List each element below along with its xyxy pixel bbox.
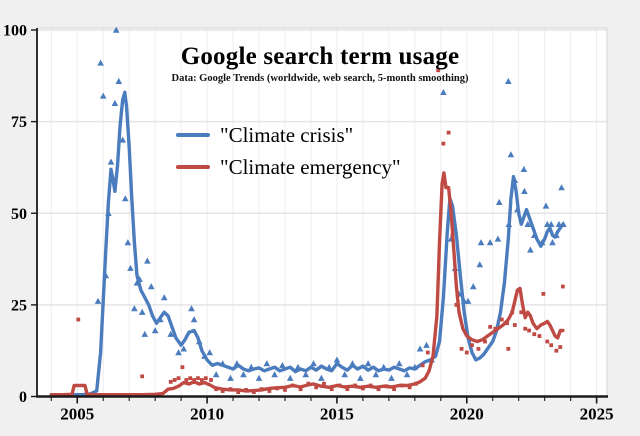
- svg-text:100: 100: [3, 23, 27, 40]
- svg-text:2020: 2020: [450, 405, 484, 424]
- svg-text:2025: 2025: [580, 405, 614, 424]
- svg-text:2010: 2010: [190, 405, 224, 424]
- vertical-gridlines: [50, 28, 598, 397]
- svg-text:2015: 2015: [320, 405, 354, 424]
- svg-text:25: 25: [11, 297, 27, 314]
- svg-text:0: 0: [19, 389, 27, 406]
- svg-text:2005: 2005: [60, 405, 94, 424]
- y-tick-labels: 0 25 50 75 100: [3, 23, 37, 406]
- svg-text:50: 50: [11, 206, 27, 223]
- x-tick-labels: 2005 2010 2015 2020 2025: [50, 396, 614, 424]
- plot-area: [37, 28, 607, 397]
- climate-crisis-line: [49, 90, 565, 397]
- climate-emergency-line: [49, 171, 565, 397]
- svg-text:75: 75: [11, 114, 27, 131]
